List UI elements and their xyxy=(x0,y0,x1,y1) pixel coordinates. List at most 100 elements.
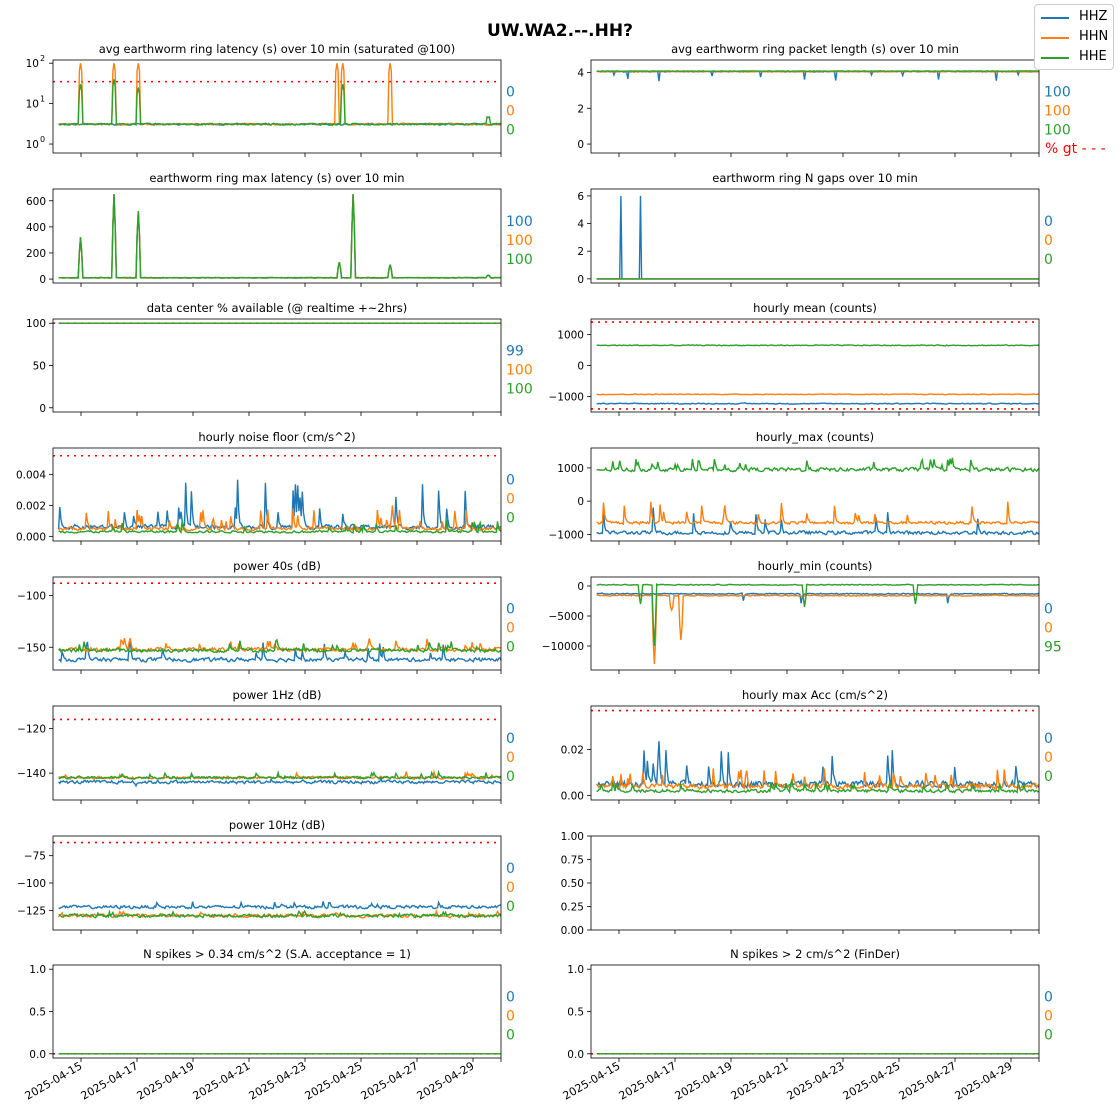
percent-gt-label: % gt - - - xyxy=(1045,141,1106,157)
series-line-hhz xyxy=(596,507,1039,536)
panel-title: earthworm ring N gaps over 10 min xyxy=(712,171,917,185)
series-line-hhe xyxy=(596,457,1039,474)
series-line-hhe xyxy=(58,638,501,654)
percent-label-hhe: 100 xyxy=(1044,123,1071,139)
panel-frame xyxy=(52,964,502,1059)
percent-label-hhz: 100 xyxy=(1044,85,1071,101)
panel-title: power 1Hz (dB) xyxy=(232,688,321,702)
percent-label-hhn: 0 xyxy=(506,750,515,766)
percent-label-hhn: 0 xyxy=(506,621,515,637)
percent-label-hhn: 0 xyxy=(506,1009,515,1025)
y-tick-label: 0.5 xyxy=(567,1007,584,1019)
y-tick-label: 0 xyxy=(577,139,584,151)
y-tick-label: 600 xyxy=(26,196,46,208)
y-tick-label: 0.25 xyxy=(561,902,584,914)
x-tick-label: 2025-04-29 xyxy=(415,1059,477,1102)
panel-title: avg earthworm ring packet length (s) ove… xyxy=(671,42,959,56)
y-tick-label: 0.0 xyxy=(29,1049,46,1061)
x-tick-label: 2025-04-23 xyxy=(785,1059,847,1102)
series-line-hhe xyxy=(596,344,1039,347)
y-tick-label: 400 xyxy=(26,222,46,234)
series-line-hhn xyxy=(596,501,1039,526)
legend: HHZ HHN HHE xyxy=(1034,4,1114,70)
y-tick-label: −1000 xyxy=(548,529,584,541)
series-line-hhz xyxy=(58,194,501,279)
y-tick-label: 10 xyxy=(26,58,39,70)
percent-label-hhe: 0 xyxy=(1044,769,1053,785)
y-tick-label: 4 xyxy=(577,68,584,80)
panel-frame xyxy=(52,835,502,931)
y-tick-label: −125 xyxy=(17,905,46,917)
y-tick-label: 6 xyxy=(577,191,584,203)
x-tick-label: 2025-04-23 xyxy=(247,1059,309,1102)
percent-label-hhe: 95 xyxy=(1044,640,1062,656)
y-tick-exponent: 1 xyxy=(40,95,45,104)
series-line-hhn xyxy=(596,594,1039,665)
y-tick-label: 2 xyxy=(577,103,584,115)
x-tick-label: 2025-04-25 xyxy=(841,1059,903,1102)
y-tick-label: 0.50 xyxy=(561,878,584,890)
panel-frame xyxy=(590,835,1040,931)
panel-frame xyxy=(590,318,1040,413)
panel-frame xyxy=(52,59,502,154)
series-line-hhz xyxy=(57,479,501,531)
y-tick-label: 0.002 xyxy=(16,500,46,512)
series-line-hhn xyxy=(596,768,1039,791)
panel-title: hourly_max (counts) xyxy=(756,430,874,444)
panel-frame xyxy=(52,318,502,413)
y-tick-label: 0 xyxy=(577,274,584,286)
x-tick-label: 2025-04-15 xyxy=(561,1059,623,1102)
percent-label-hhn: 100 xyxy=(506,363,533,379)
panel-1: avg earthworm ring packet length (s) ove… xyxy=(577,42,1071,157)
x-tick-label: 2025-04-25 xyxy=(303,1059,365,1102)
panel-frame xyxy=(52,447,502,542)
panel-7: hourly_max (counts) −1000 0 1000 xyxy=(548,430,1040,545)
series-line-hhe xyxy=(596,777,1039,795)
y-tick-exponent: 0 xyxy=(40,135,45,144)
percent-label-hhn: 100 xyxy=(506,233,533,249)
series-line-hhe xyxy=(596,70,1039,73)
percent-label-hhz: 0 xyxy=(1044,990,1053,1006)
y-tick-label: 100 xyxy=(26,318,46,330)
y-tick-label: 0.000 xyxy=(16,531,46,543)
percent-label-hhz: 0 xyxy=(1044,731,1053,747)
panel-frame xyxy=(590,59,1040,154)
panel-title: avg earthworm ring latency (s) over 10 m… xyxy=(99,42,455,56)
y-tick-label: 200 xyxy=(26,248,46,260)
panel-3: earthworm ring N gaps over 10 min 0 2 4 6 0 0 0 xyxy=(577,171,1053,287)
panel-12: power 10Hz (dB) −125 −100 −75 0 0 0 xyxy=(17,818,515,934)
legend-swatch-hhz xyxy=(1041,17,1069,19)
panel-4: data center % available (@ realtime +~2h… xyxy=(26,301,533,416)
series-line-hhe xyxy=(58,194,501,280)
percent-label-hhz: 100 xyxy=(506,214,533,230)
percent-label-hhz: 0 xyxy=(506,602,515,618)
series-line-hhz xyxy=(58,640,501,664)
panel-2: earthworm ring max latency (s) over 10 m… xyxy=(26,171,533,287)
panel-frame xyxy=(590,447,1040,542)
percent-label-hhn: 0 xyxy=(1044,750,1053,766)
percent-label-hhz: 0 xyxy=(506,861,515,877)
panel-0: avg earthworm ring latency (s) over 10 m… xyxy=(26,42,515,157)
x-tick-label: 2025-04-27 xyxy=(359,1059,421,1102)
percent-label-hhn: 0 xyxy=(506,492,515,508)
y-tick-label: −100 xyxy=(17,878,46,890)
y-tick-label: −100 xyxy=(17,591,46,603)
percent-label-hhn: 0 xyxy=(1044,233,1053,249)
panel-14: N spikes > 0.34 cm/s^2 (S.A. acceptance … xyxy=(23,947,515,1103)
percent-label-hhn: 0 xyxy=(1044,621,1053,637)
panel-title: hourly_min (counts) xyxy=(758,559,873,573)
y-tick-label: 10 xyxy=(26,99,39,111)
x-tick-label: 2025-04-21 xyxy=(191,1059,253,1102)
panel-title: N spikes > 2 cm/s^2 (FinDer) xyxy=(730,947,900,961)
series-line-hhz xyxy=(596,402,1039,405)
x-tick-label: 2025-04-19 xyxy=(135,1059,197,1102)
series-line-hhn xyxy=(596,393,1039,396)
series-line-hhz xyxy=(58,900,501,910)
y-tick-label: −75 xyxy=(24,851,46,863)
panel-title: power 40s (dB) xyxy=(233,559,321,573)
x-tick-label: 2025-04-17 xyxy=(79,1059,141,1102)
y-tick-label: 0.0 xyxy=(567,1049,584,1061)
y-tick-label: 0.00 xyxy=(561,790,584,802)
y-tick-label: −5000 xyxy=(548,611,584,623)
